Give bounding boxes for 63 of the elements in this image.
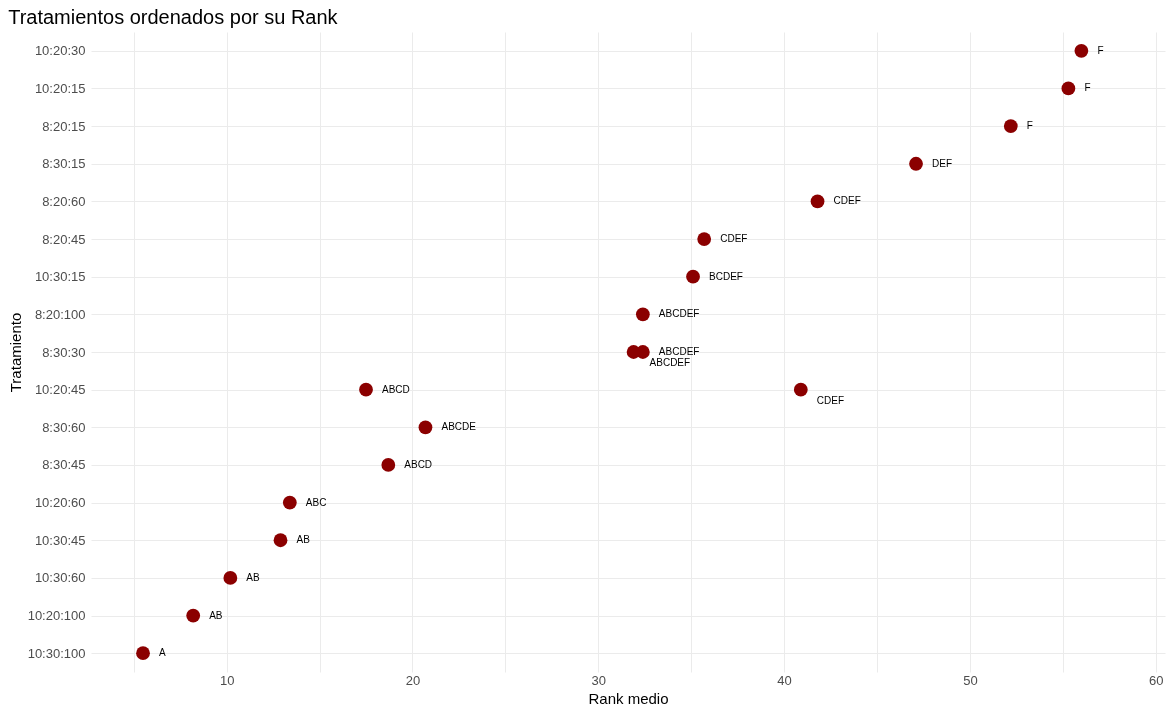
- data-label: ABCDEF: [658, 346, 700, 357]
- data-label: F: [1026, 120, 1033, 132]
- point: [1061, 81, 1076, 96]
- x-tick-label: 20: [405, 672, 421, 688]
- data-label: ABC: [305, 496, 327, 508]
- point: [136, 646, 150, 661]
- x-tick-label: 50: [963, 672, 978, 688]
- data-label: BCDEF: [709, 270, 743, 282]
- data-label: CDEF: [833, 195, 861, 207]
- point: [909, 156, 923, 171]
- point: [1003, 119, 1018, 133]
- x-tick-label: 60: [1148, 672, 1164, 688]
- x-axis-title: Rank medio: [588, 689, 669, 707]
- data-label: DEF: [932, 157, 953, 169]
- y-tick-label: 8:20:60: [42, 193, 86, 209]
- data-label: F: [1084, 82, 1091, 94]
- y-tick-label: 10:20:60: [34, 495, 86, 511]
- x-tick-label: 30: [591, 672, 606, 688]
- data-label: AB: [296, 534, 311, 546]
- data-label: A: [159, 647, 167, 659]
- x-tick-label: 10: [219, 672, 235, 688]
- y-tick-label: 10:20:45: [34, 382, 86, 398]
- y-tick-label: 8:30:45: [42, 457, 86, 473]
- point: [793, 382, 808, 397]
- point: [359, 382, 373, 397]
- point: [381, 458, 396, 472]
- y-axis-title: Tratamiento: [6, 312, 24, 393]
- data-label: F: [1097, 44, 1104, 56]
- y-tick-label: 10:20:30: [34, 43, 86, 59]
- data-label: ABCDEF: [658, 308, 700, 320]
- y-tick-label: 8:30:15: [42, 156, 86, 172]
- data-label: ABCD: [382, 383, 410, 395]
- point: [186, 608, 201, 623]
- data-label: CDEF: [720, 233, 748, 245]
- y-tick-label: 8:30:30: [42, 344, 86, 360]
- y-tick-label: 10:30:15: [34, 269, 86, 285]
- point: [635, 307, 650, 322]
- y-tick-label: 10:30:100: [27, 645, 86, 661]
- data-label: CDEF: [816, 394, 845, 406]
- point: [273, 533, 288, 548]
- point: [223, 571, 238, 585]
- point: [810, 194, 825, 209]
- data-label: AB: [246, 571, 261, 583]
- data-label: ABCDEF: [649, 357, 691, 368]
- y-tick-label: 8:30:60: [42, 419, 86, 435]
- y-tick-label: 10:30:45: [34, 532, 86, 548]
- data-label: ABCD: [404, 458, 433, 470]
- point: [697, 232, 712, 246]
- data-label: AB: [209, 609, 223, 621]
- y-tick-label: 8:20:45: [42, 231, 86, 247]
- point: [1074, 43, 1089, 58]
- y-tick-label: 10:30:60: [34, 570, 86, 586]
- y-tick-label: 10:20:15: [34, 80, 86, 96]
- x-tick-label: 40: [777, 672, 792, 688]
- data-label: ABCDE: [441, 421, 477, 433]
- point: [282, 495, 297, 510]
- point: [626, 345, 641, 359]
- point: [418, 420, 433, 435]
- chart-title: Tratamientos ordenados por su Rank: [8, 6, 339, 28]
- point: [686, 269, 700, 284]
- y-tick-label: 10:20:100: [27, 608, 86, 624]
- y-tick-label: 8:20:100: [34, 306, 86, 322]
- y-tick-label: 8:20:15: [42, 118, 86, 134]
